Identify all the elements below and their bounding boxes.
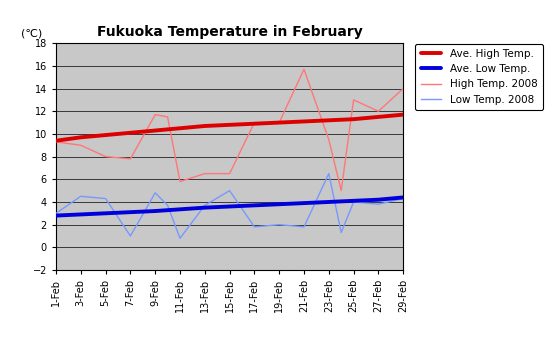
- Ave. Low Temp.: [375, 198, 382, 202]
- Ave. High Temp.: [375, 115, 382, 119]
- Ave. Low Temp.: [350, 199, 357, 203]
- Low Temp. 2008: [102, 197, 109, 201]
- High Temp. 2008: [400, 86, 407, 91]
- Low Temp. 2008: [152, 191, 158, 195]
- Low Temp. 2008: [202, 203, 208, 207]
- High Temp. 2008: [127, 157, 134, 161]
- Low Temp. 2008: [325, 171, 332, 176]
- Low Temp. 2008: [164, 203, 171, 207]
- Ave. High Temp.: [251, 122, 258, 126]
- Ave. Low Temp.: [276, 202, 283, 206]
- High Temp. 2008: [152, 112, 158, 117]
- High Temp. 2008: [251, 120, 258, 125]
- High Temp. 2008: [375, 109, 382, 113]
- Low Temp. 2008: [375, 202, 382, 206]
- Ave. High Temp.: [202, 124, 208, 128]
- Line: Ave. High Temp.: Ave. High Temp.: [56, 114, 403, 141]
- Line: Low Temp. 2008: Low Temp. 2008: [56, 174, 403, 238]
- Ave. Low Temp.: [226, 204, 233, 209]
- Text: (℃): (℃): [21, 29, 43, 39]
- Ave. Low Temp.: [127, 210, 134, 214]
- Ave. Low Temp.: [176, 207, 183, 211]
- Ave. High Temp.: [127, 131, 134, 135]
- Ave. High Temp.: [176, 126, 183, 130]
- Low Temp. 2008: [350, 200, 357, 204]
- High Temp. 2008: [164, 115, 171, 119]
- Ave. High Temp.: [102, 133, 109, 137]
- Low Temp. 2008: [400, 197, 407, 201]
- Low Temp. 2008: [338, 230, 344, 235]
- Ave. High Temp.: [400, 112, 407, 117]
- Ave. Low Temp.: [301, 201, 307, 205]
- Low Temp. 2008: [251, 225, 258, 229]
- Ave. Low Temp.: [400, 195, 407, 199]
- Ave. High Temp.: [77, 135, 84, 139]
- High Temp. 2008: [176, 179, 183, 184]
- Line: High Temp. 2008: High Temp. 2008: [56, 69, 403, 190]
- Ave. High Temp.: [276, 120, 283, 125]
- Ave. Low Temp.: [53, 213, 59, 218]
- High Temp. 2008: [77, 143, 84, 148]
- Low Temp. 2008: [301, 225, 307, 229]
- Ave. Low Temp.: [251, 203, 258, 207]
- High Temp. 2008: [338, 188, 344, 193]
- Low Temp. 2008: [276, 222, 283, 227]
- Ave. Low Temp.: [202, 206, 208, 210]
- Ave. High Temp.: [301, 119, 307, 123]
- Ave. High Temp.: [350, 117, 357, 121]
- Low Temp. 2008: [226, 188, 233, 193]
- Legend: Ave. High Temp., Ave. Low Temp., High Temp. 2008, Low Temp. 2008: Ave. High Temp., Ave. Low Temp., High Te…: [416, 44, 543, 110]
- High Temp. 2008: [202, 171, 208, 176]
- High Temp. 2008: [102, 154, 109, 159]
- Ave. High Temp.: [53, 139, 59, 143]
- High Temp. 2008: [350, 98, 357, 102]
- Ave. High Temp.: [152, 129, 158, 133]
- High Temp. 2008: [276, 120, 283, 125]
- High Temp. 2008: [325, 138, 332, 142]
- Ave. Low Temp.: [102, 211, 109, 215]
- Ave. Low Temp.: [77, 212, 84, 217]
- Ave. High Temp.: [226, 123, 233, 127]
- Low Temp. 2008: [127, 234, 134, 238]
- High Temp. 2008: [301, 67, 307, 71]
- Low Temp. 2008: [53, 211, 59, 215]
- High Temp. 2008: [226, 171, 233, 176]
- Ave. Low Temp.: [325, 200, 332, 204]
- Title: Fukuoka Temperature in February: Fukuoka Temperature in February: [97, 25, 362, 39]
- Ave. High Temp.: [325, 118, 332, 122]
- High Temp. 2008: [53, 140, 59, 144]
- Ave. Low Temp.: [152, 209, 158, 213]
- Line: Ave. Low Temp.: Ave. Low Temp.: [56, 197, 403, 216]
- Low Temp. 2008: [176, 236, 183, 240]
- Low Temp. 2008: [77, 194, 84, 198]
